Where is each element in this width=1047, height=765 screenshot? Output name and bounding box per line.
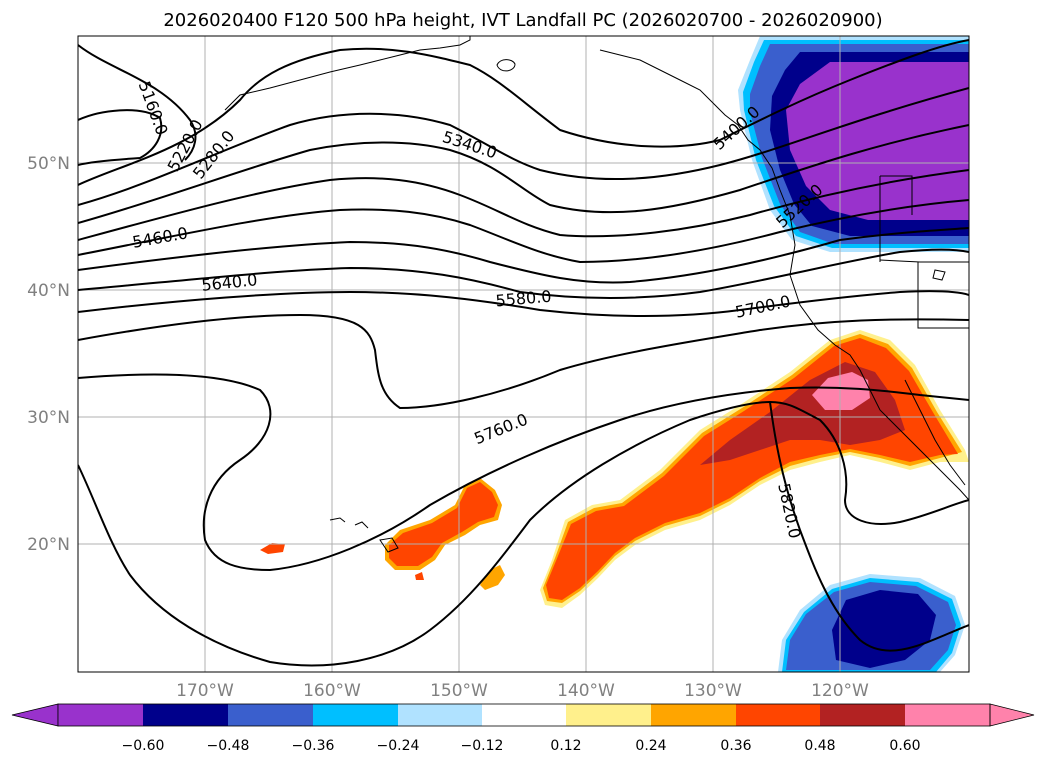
- positive-pc-plume: [540, 330, 969, 608]
- longitude-labels: 170°W 160°W 150°W 140°W 130°W 120°W: [176, 681, 869, 701]
- lon-label-120w: 120°W: [811, 681, 869, 701]
- colorbar-outline: [57, 703, 991, 727]
- colorbar-tick: 0.36: [720, 738, 751, 754]
- colorbar-bin: [905, 704, 990, 726]
- lat-label-30n: 30°N: [27, 408, 70, 428]
- colorbar-tick: 0.24: [635, 738, 666, 754]
- colorbar-tick: 0.60: [889, 738, 920, 754]
- colorbar-tick: −0.12: [461, 738, 504, 754]
- negative-pc-south: [778, 574, 965, 672]
- map-frame: [77, 35, 970, 673]
- map-panel: 5160.0 5220.0 5280.0 5340.0 5400.0 5460.…: [78, 36, 969, 672]
- colorbar-bin: [143, 704, 228, 726]
- lon-label-140w: 140°W: [557, 681, 615, 701]
- colorbar-bin: [228, 704, 313, 726]
- lat-label-40n: 40°N: [27, 281, 70, 301]
- colorbar-tick: 0.12: [550, 738, 581, 754]
- positive-pc-islands: [260, 478, 505, 590]
- lat-label-20n: 20°N: [27, 535, 70, 555]
- colorbar-tick: −0.48: [207, 738, 250, 754]
- lon-label-130w: 130°W: [684, 681, 742, 701]
- colorbar-min-extend: [11, 703, 59, 727]
- colorbar-max-extend: [989, 703, 1035, 727]
- height-contours: [78, 39, 969, 667]
- colorbar-bin: [736, 704, 820, 726]
- colorbar-tick: −0.24: [377, 738, 420, 754]
- colorbar-bin: [820, 704, 905, 726]
- colorbar: −0.60 −0.48 −0.36 −0.24 −0.12 0.12 0.24 …: [11, 703, 1035, 754]
- lon-label-170w: 170°W: [176, 681, 234, 701]
- colorbar-tick: 0.48: [804, 738, 835, 754]
- colorbar-bin: [398, 704, 482, 726]
- colorbar-bin: [482, 704, 566, 726]
- colorbar-tick: −0.36: [292, 738, 335, 754]
- latitude-labels: 50°N 40°N 30°N 20°N: [27, 154, 70, 555]
- lat-label-50n: 50°N: [27, 154, 70, 174]
- colorbar-bin: [58, 704, 143, 726]
- colorbar-bin: [566, 704, 651, 726]
- colorbar-bin: [651, 704, 736, 726]
- lon-label-150w: 150°W: [430, 681, 488, 701]
- colorbar-bin: [313, 704, 398, 726]
- colorbar-tick: −0.60: [122, 738, 165, 754]
- contour-label-5580: 5580.0: [495, 287, 552, 311]
- lon-label-160w: 160°W: [303, 681, 361, 701]
- map-title: 2026020400 F120 500 hPa height, IVT Land…: [163, 10, 882, 31]
